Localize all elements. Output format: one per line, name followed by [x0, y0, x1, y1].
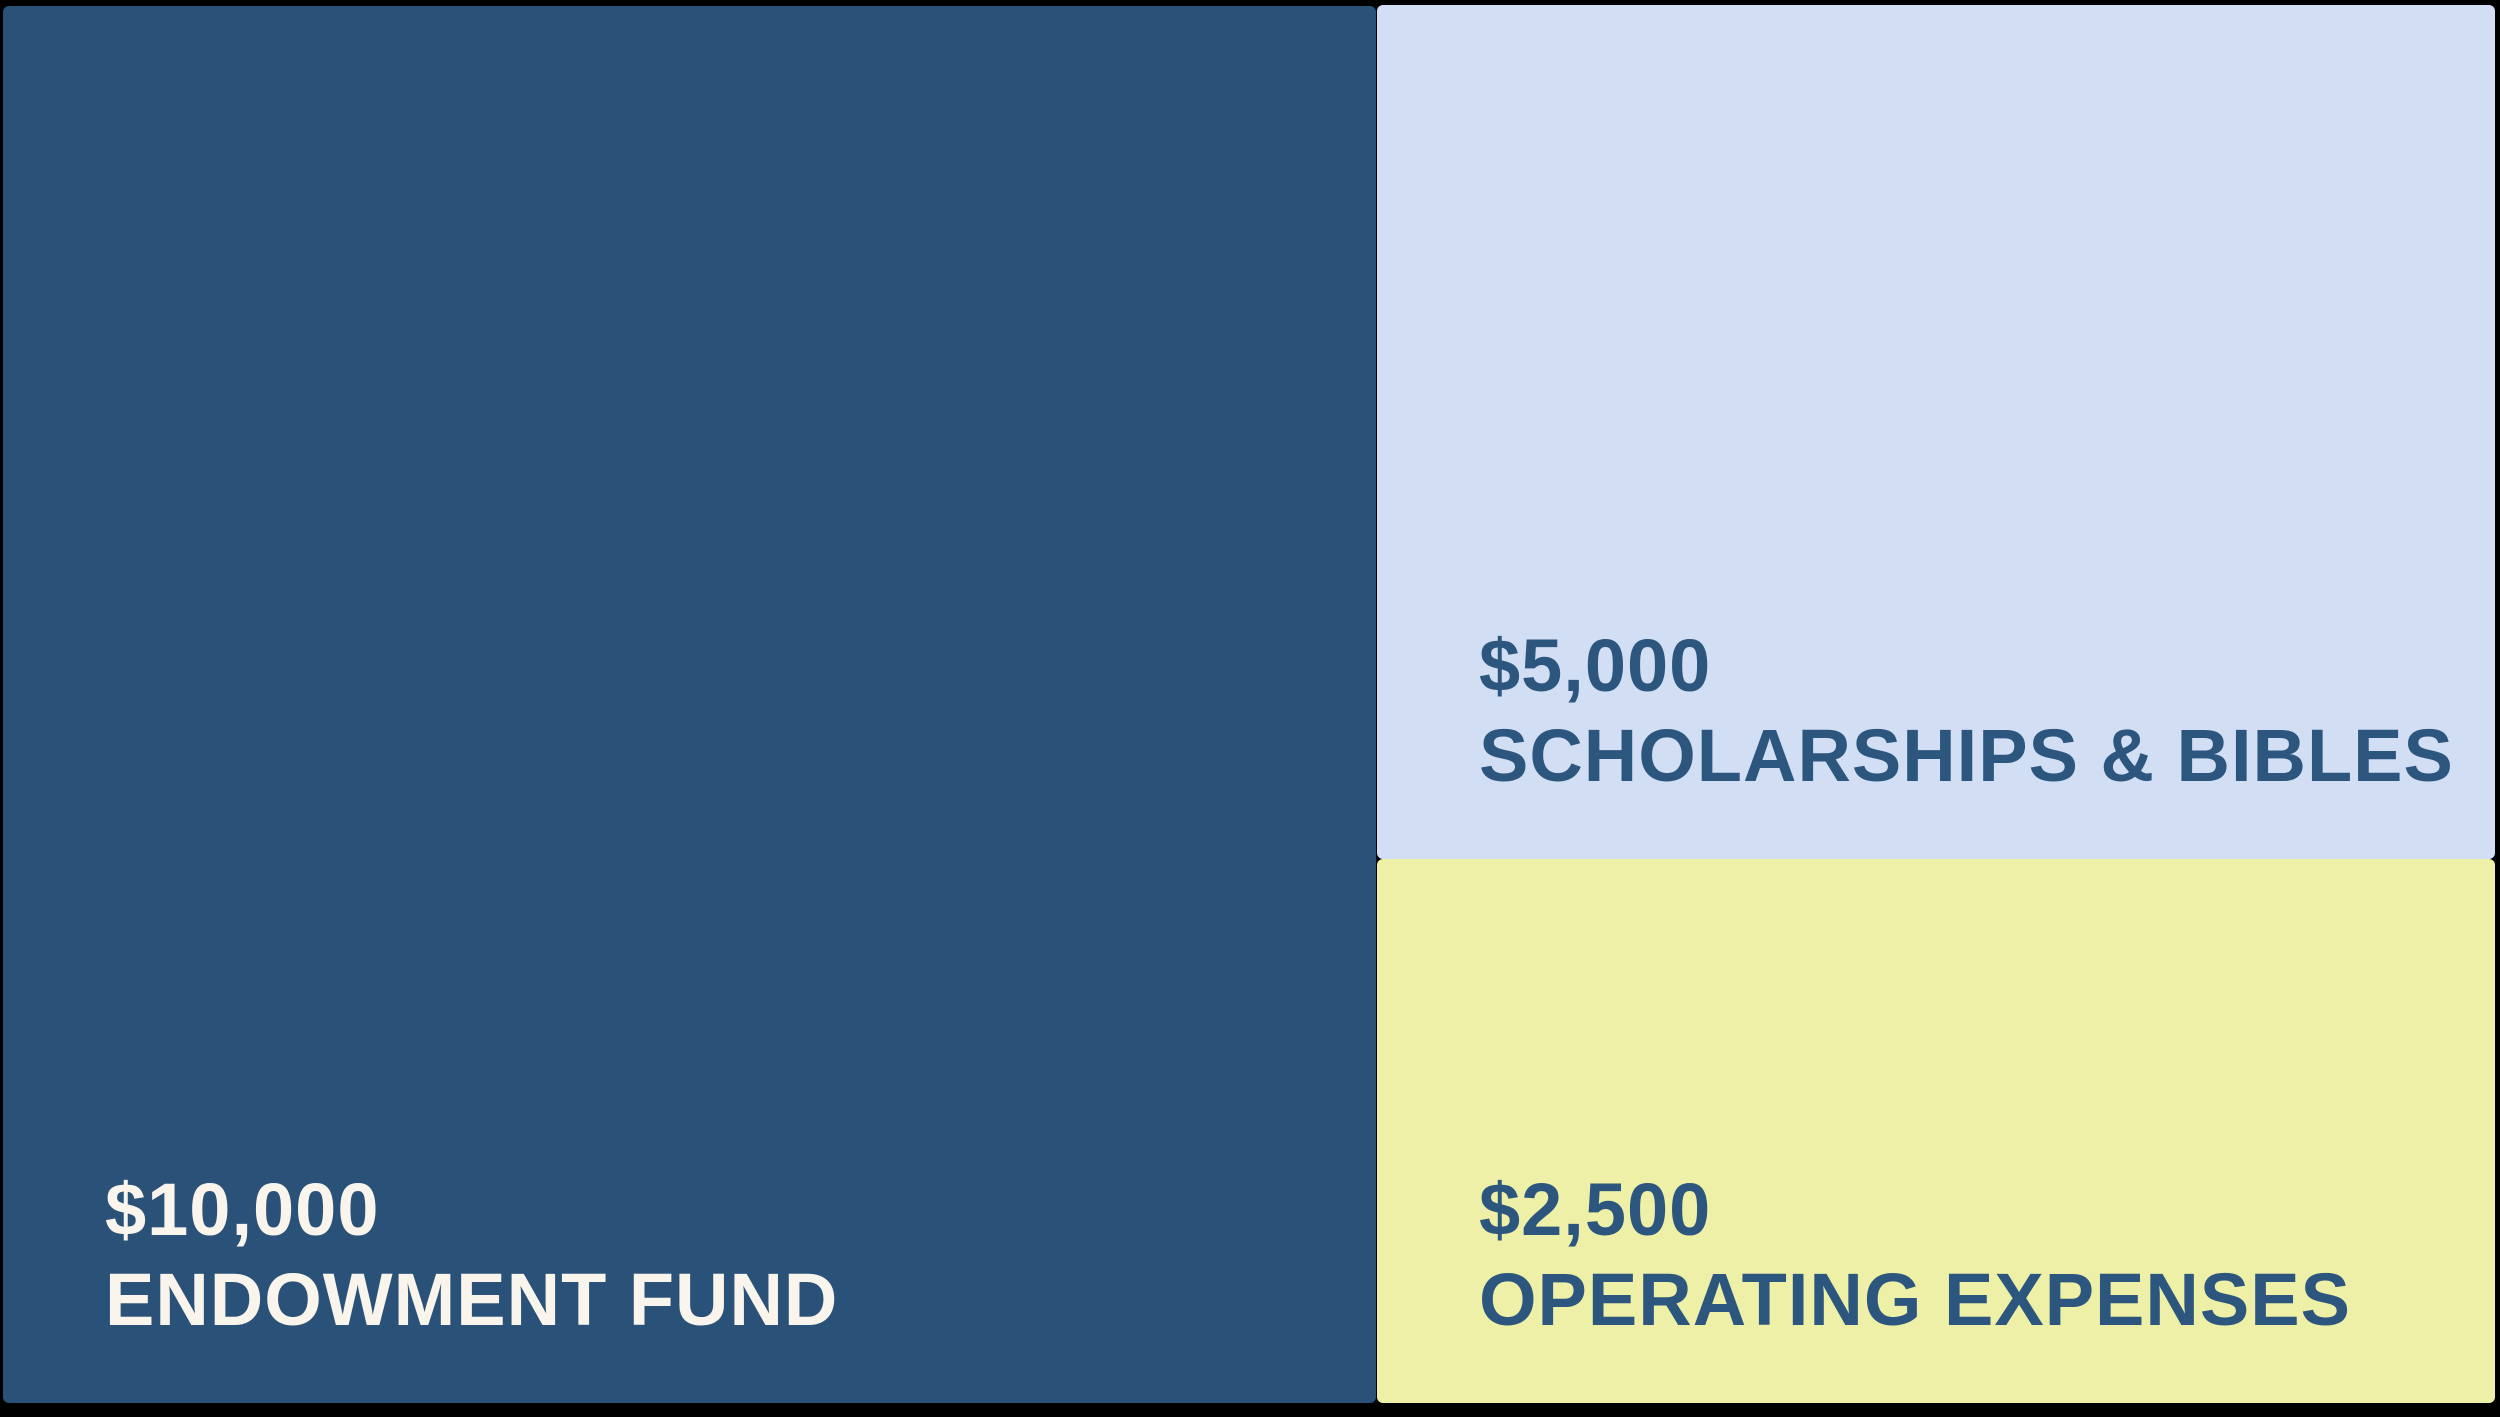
scholarships-bibles-text: $5,000 SCHOLARSHIPS & BIBLES — [1479, 621, 2454, 801]
endowment-fund-text: $10,000 ENDOWMENT FUND — [105, 1165, 838, 1345]
endowment-fund-label: ENDOWMENT FUND — [105, 1258, 839, 1341]
endowment-fund-amount: $10,000 — [105, 1168, 380, 1251]
scholarships-bibles-amount: $5,000 — [1479, 624, 1712, 707]
treemap-block-endowment-fund: $10,000 ENDOWMENT FUND — [3, 6, 1376, 1403]
treemap-block-scholarships-bibles: $5,000 SCHOLARSHIPS & BIBLES — [1377, 5, 2495, 859]
operating-expenses-text: $2,500 OPERATING EXPENSES — [1479, 1165, 2351, 1345]
treemap-block-operating-expenses: $2,500 OPERATING EXPENSES — [1377, 859, 2495, 1403]
scholarships-bibles-label: SCHOLARSHIPS & BIBLES — [1479, 714, 2454, 797]
operating-expenses-amount: $2,500 — [1479, 1168, 1712, 1251]
operating-expenses-label: OPERATING EXPENSES — [1479, 1258, 2351, 1341]
